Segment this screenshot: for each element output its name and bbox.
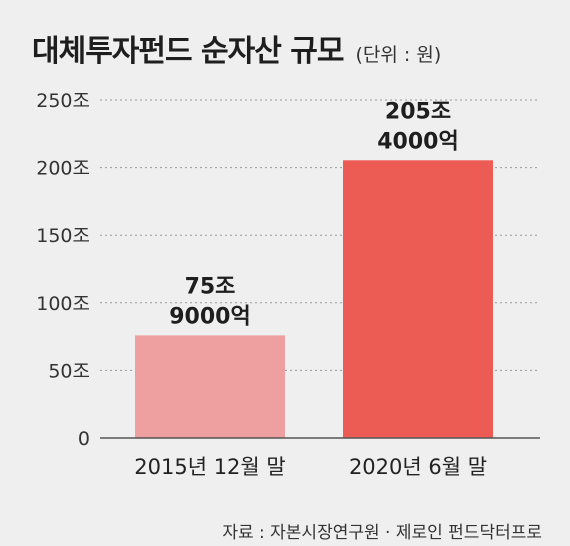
data-label: 9000억 (169, 304, 250, 329)
y-tick-label: 50조 (48, 360, 90, 382)
y-tick-label: 200조 (36, 158, 90, 180)
y-tick-label: 150조 (36, 225, 90, 247)
chart-header: 대체투자펀드 순자산 규모 (단위 : 원) (32, 26, 441, 70)
y-tick-label: 250조 (36, 90, 90, 112)
chart-title: 대체투자펀드 순자산 규모 (32, 34, 344, 69)
bar (343, 160, 493, 438)
data-label: 205조 (385, 99, 451, 124)
source-note: 자료 : 자본시장연구원 · 제로인 펀드닥터프로 (222, 523, 542, 543)
y-tick-label: 0 (78, 428, 90, 450)
x-tick-label: 2020년 6월 말 (349, 455, 487, 479)
data-label: 75조 (185, 274, 236, 299)
x-tick-label: 2015년 12월 말 (134, 455, 285, 479)
y-tick-label: 100조 (36, 293, 90, 315)
bar (135, 335, 285, 438)
data-label: 4000억 (377, 129, 458, 154)
unit-label: (단위 : 원) (355, 44, 442, 66)
